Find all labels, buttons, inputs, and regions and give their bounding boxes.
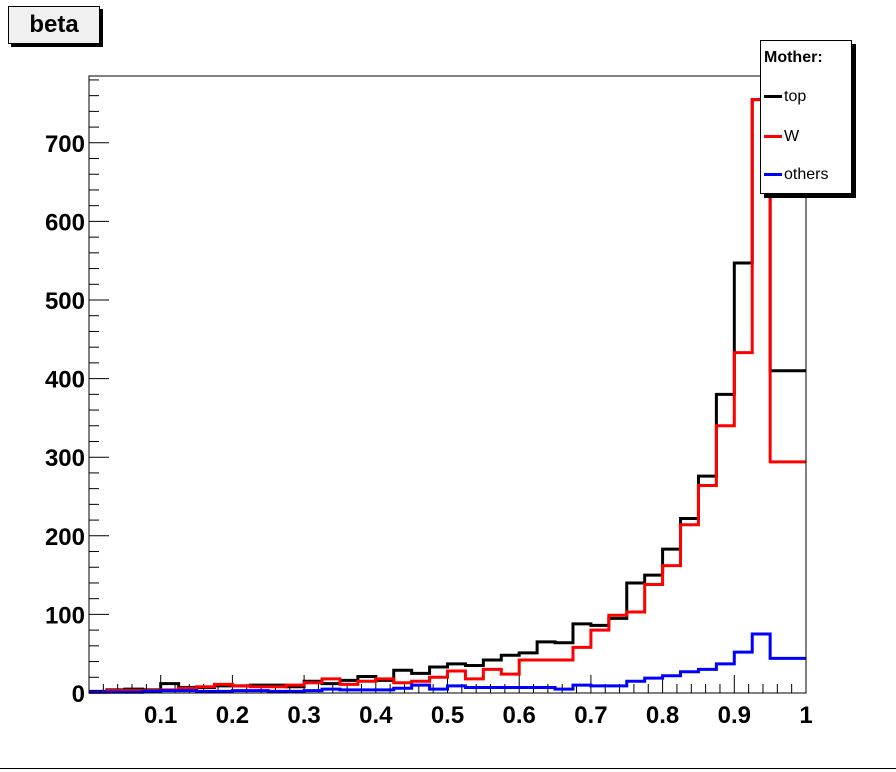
x-tick-label: 0.8 bbox=[646, 702, 679, 729]
x-tick-label: 0.5 bbox=[431, 702, 464, 729]
x-tick-label: 0.4 bbox=[359, 702, 393, 729]
legend-swatch bbox=[764, 95, 782, 99]
legend-swatch bbox=[764, 135, 782, 139]
series-w-line bbox=[89, 98, 806, 694]
y-tick-label: 300 bbox=[45, 445, 85, 472]
legend-label: others bbox=[784, 166, 829, 183]
y-tick-label: 400 bbox=[45, 367, 85, 394]
y-tick-label: 500 bbox=[45, 288, 85, 315]
y-tick-label: 100 bbox=[45, 602, 85, 629]
x-tick-label: 0.2 bbox=[216, 702, 249, 729]
legend-entry-top: top bbox=[764, 87, 806, 107]
x-tick-label: 0.6 bbox=[503, 702, 536, 729]
series-others-line bbox=[89, 632, 806, 694]
y-tick-label: 200 bbox=[45, 524, 85, 551]
x-tick-label: 0.9 bbox=[718, 702, 751, 729]
legend-label: W bbox=[784, 128, 800, 145]
y-tick-label: 700 bbox=[45, 131, 85, 158]
legend-swatch bbox=[764, 173, 782, 177]
canvas-bottom-border bbox=[0, 768, 896, 769]
chart-title: beta bbox=[8, 6, 100, 44]
legend-entry-w: W bbox=[764, 127, 799, 147]
x-tick-label: 0.1 bbox=[144, 702, 177, 729]
legend-header: Mother: bbox=[764, 49, 823, 66]
x-tick-label: 0.3 bbox=[287, 702, 320, 729]
plot-frame bbox=[88, 75, 807, 694]
y-tick-label: 0 bbox=[72, 681, 85, 708]
x-tick-label: 1 bbox=[799, 702, 812, 729]
legend-label: top bbox=[784, 88, 807, 105]
y-tick-label: 600 bbox=[45, 209, 85, 236]
series-top-line bbox=[89, 98, 806, 693]
x-tick-label: 0.7 bbox=[574, 702, 607, 729]
legend-entry-others: others bbox=[764, 165, 828, 185]
